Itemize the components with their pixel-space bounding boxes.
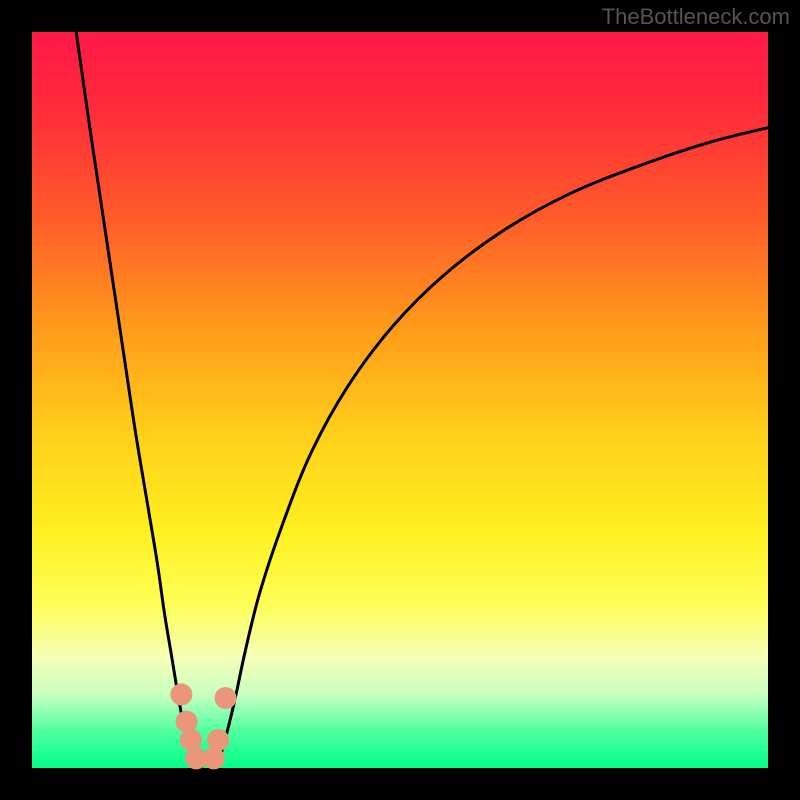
plot-background xyxy=(32,32,768,768)
data-marker xyxy=(176,711,198,733)
bottleneck-chart xyxy=(0,0,800,800)
data-marker xyxy=(207,729,229,751)
chart-container: TheBottleneck.com xyxy=(0,0,800,800)
data-marker xyxy=(203,747,225,769)
data-marker xyxy=(215,687,237,709)
watermark-text: TheBottleneck.com xyxy=(602,4,790,30)
data-marker xyxy=(170,683,192,705)
